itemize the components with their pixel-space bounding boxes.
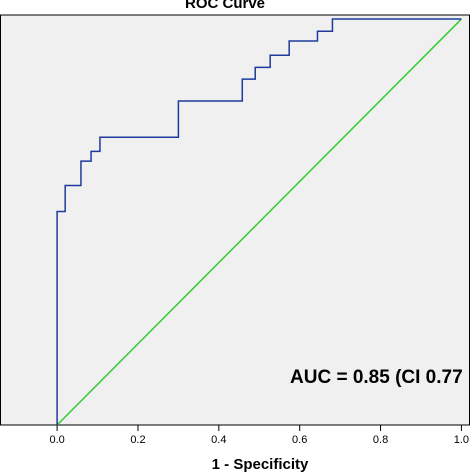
plot-area	[0, 14, 470, 426]
x-tick-label: 0.8	[373, 434, 388, 446]
x-tick-label: 0.6	[292, 434, 307, 446]
annotation: AUC = 0.85 (CI 0.77	[290, 367, 463, 388]
chart-title: ROC Curve	[185, 0, 265, 12]
roc-line	[56, 18, 462, 425]
roc-line	[56, 18, 462, 426]
x-tick-label: 0.2	[130, 434, 145, 446]
x-tick-label: 0.4	[211, 434, 226, 446]
x-tick-label: 1.0	[454, 434, 469, 446]
x-axis-label: 1 - Specificity	[212, 456, 309, 473]
x-tick-label: 0.0	[49, 434, 64, 446]
